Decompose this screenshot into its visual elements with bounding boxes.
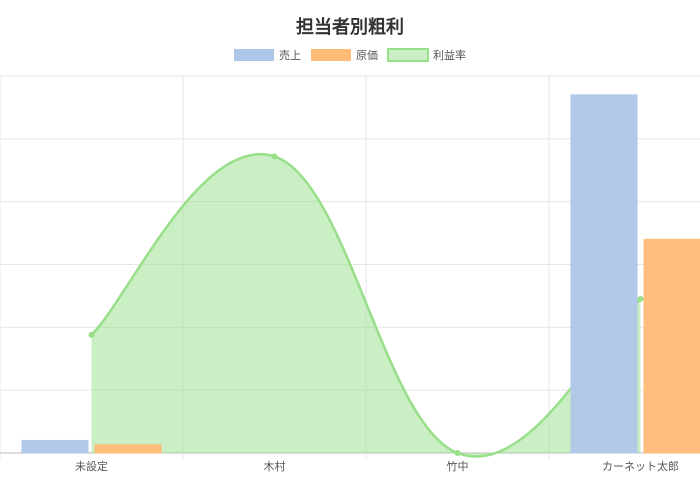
x-tick-label: 木村 [264,459,286,473]
bar-売上-未設定[interactable] [21,439,89,454]
legend-label: 原価 [356,49,378,62]
legend-item-利益率[interactable]: 利益率 [387,48,466,62]
legend: 売上 原価 利益率 [234,48,466,62]
legend-label: 売上 [279,49,301,62]
legend-item-売上[interactable]: 売上 [234,49,301,62]
x-axis: 未設定 木村 竹中 カーネット太郎 [75,459,679,473]
legend-item-原価[interactable]: 原価 [311,49,378,62]
profit-rate-point-竹中[interactable] [454,450,461,456]
x-tick-label: カーネット太郎 [602,459,679,473]
chart-title: 担当者別粗利 [296,16,404,38]
x-tick-label: 竹中 [447,459,469,473]
bar-売上-カーネット太郎[interactable] [570,94,638,454]
profit-rate-line [90,152,642,458]
legend-swatch [234,49,274,61]
legend-swatch [311,49,351,61]
profit-rate-area [88,152,644,458]
bar-series [21,94,700,454]
legend-label: 利益率 [433,48,466,62]
legend-swatch [387,48,429,62]
bar-原価-未設定[interactable] [94,444,162,454]
x-tick-label: 未設定 [75,459,108,473]
profit-rate-point-木村[interactable] [271,153,278,160]
bar-原価-カーネット太郎[interactable] [643,238,700,454]
profit-rate-point-未設定[interactable] [88,331,95,338]
profit-rate-point-カーネット太郎[interactable] [637,296,644,303]
